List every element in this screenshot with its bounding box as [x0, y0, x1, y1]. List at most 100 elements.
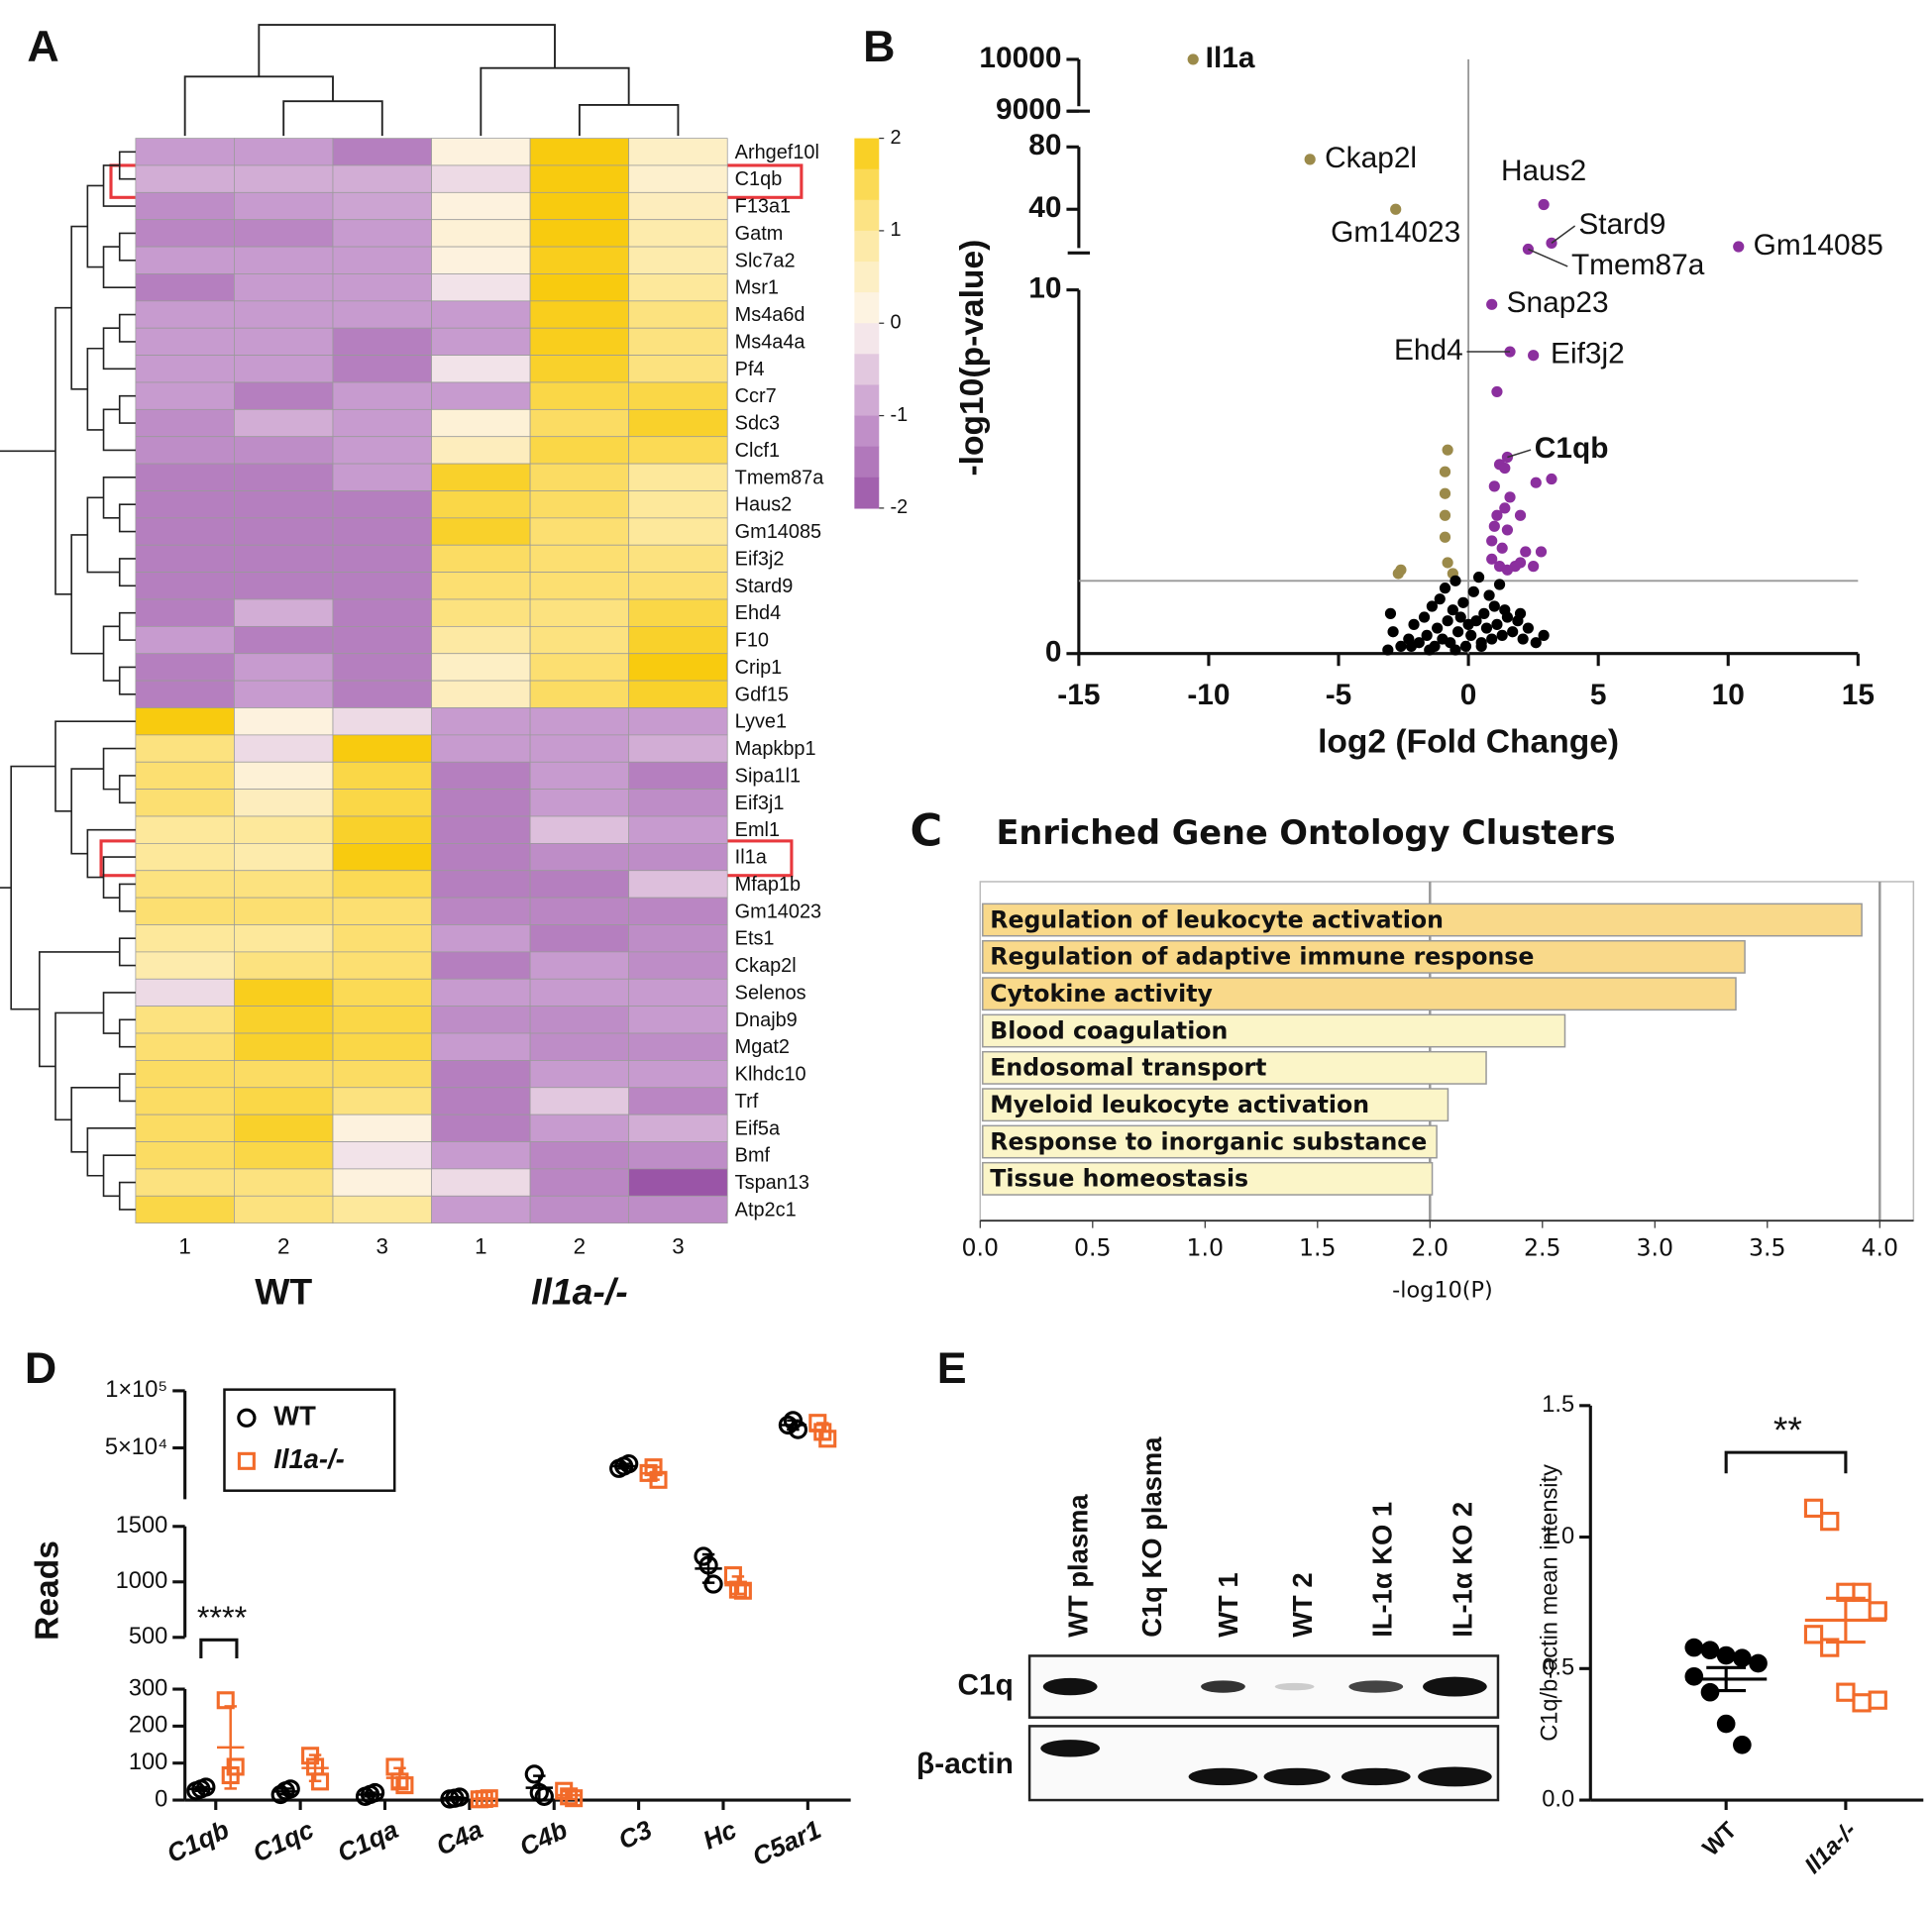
heatmap-cell: [332, 1006, 432, 1034]
point: [1700, 1682, 1720, 1702]
y-tick-label: 40: [1028, 191, 1061, 224]
heatmap-cell: [529, 273, 630, 302]
y-tick-label: 200: [129, 1713, 167, 1739]
row-label: Crip1: [735, 657, 783, 679]
heatmap-cell: [234, 870, 334, 899]
heatmap-cell: [529, 300, 630, 329]
heatmap-cell: [234, 219, 334, 248]
row-label: Dnajb9: [735, 1009, 798, 1031]
heatmap-cell: [628, 300, 728, 329]
point: [1480, 622, 1493, 634]
heatmap-cell: [431, 355, 531, 383]
heatmap-cell: [529, 327, 630, 356]
heatmap-cell: [628, 734, 728, 763]
colorbar-tick-label: -1: [890, 404, 908, 426]
y-tick-label: 1.0: [1542, 1524, 1574, 1549]
point: [1488, 520, 1500, 532]
bar: [982, 939, 1746, 974]
y-axis-label: -log10(p-value): [954, 240, 991, 477]
heatmap-cell: [234, 355, 334, 383]
heatmap-cell: [234, 1195, 334, 1224]
row-label: Pf4: [735, 359, 765, 380]
column-label: 3: [672, 1233, 684, 1258]
point: [1836, 1682, 1856, 1702]
point: [1488, 600, 1500, 612]
heatmap-cell: [628, 355, 728, 383]
heatmap-cell: [431, 1114, 531, 1142]
heatmap-cell: [529, 1060, 630, 1089]
band: [1418, 1766, 1492, 1787]
y-tick-label: 1×10⁵: [105, 1377, 167, 1403]
heatmap-cell: [234, 463, 334, 491]
x-tick-label: 3.0: [1637, 1233, 1674, 1261]
panel-label: E: [937, 1343, 967, 1393]
heatmap-cell: [431, 381, 531, 410]
heatmap-cell: [234, 273, 334, 302]
heatmap-cell: [628, 843, 728, 872]
band: [1341, 1767, 1411, 1786]
heatmap-cell: [234, 191, 334, 221]
x-tick-label: 10: [1712, 679, 1745, 711]
row-label: Ehd4: [735, 602, 782, 624]
heatmap-cell: [135, 355, 235, 383]
heatmap-cell: [332, 680, 432, 708]
colorbar-step: [854, 446, 880, 478]
point: [1454, 611, 1466, 623]
point: [1434, 593, 1446, 605]
heatmap-cell: [628, 1032, 728, 1061]
point-label: Haus2: [1501, 155, 1586, 187]
row-label: Ms4a4a: [735, 331, 806, 353]
row-label: Arhgef10l: [735, 142, 819, 163]
row-label: Bmf: [735, 1145, 771, 1167]
point: [1382, 644, 1394, 656]
point: [1514, 509, 1527, 521]
heatmap-cell: [135, 734, 235, 763]
heatmap-cell: [234, 490, 334, 519]
row-label: Gm14085: [735, 521, 821, 543]
point: [1486, 633, 1498, 645]
heatmap-cell: [431, 598, 531, 627]
heatmap-cell: [234, 1032, 334, 1061]
row-label: Eif3j2: [735, 548, 785, 570]
legend-frame: [223, 1388, 396, 1492]
heatmap-cell: [135, 870, 235, 899]
y-tick-label: 5×10⁴: [105, 1434, 167, 1460]
heatmap-cell: [431, 1032, 531, 1061]
heatmap-cell: [628, 870, 728, 899]
point: [1432, 622, 1444, 634]
bar: [982, 977, 1737, 1011]
point: [1488, 480, 1500, 492]
point: [1749, 1653, 1768, 1673]
lane-label: IL-1α KO 1: [1367, 1502, 1398, 1638]
colorbar-step: [854, 292, 880, 324]
x-tick-label: -10: [1187, 679, 1230, 711]
blot: [1027, 1654, 1500, 1802]
heatmap-cell: [234, 897, 334, 925]
dendrogram: [258, 24, 556, 77]
point: [216, 1691, 235, 1710]
heatmap-cell: [135, 381, 235, 410]
heatmap-cell: [431, 164, 531, 193]
heatmap-cell: [628, 436, 728, 465]
panel-label: A: [27, 22, 58, 71]
heatmap-cell: [135, 463, 235, 491]
heatmap-cell: [332, 327, 432, 356]
heatmap-cell: [135, 327, 235, 356]
colorbar-step: [854, 199, 880, 232]
heatmap-cell: [135, 789, 235, 817]
heatmap-cell: [628, 381, 728, 410]
point: [1496, 629, 1508, 641]
point: [1483, 589, 1495, 601]
heatmap-cell: [234, 761, 334, 790]
heatmap-cell: [332, 1141, 432, 1170]
heatmap-cell: [431, 1141, 531, 1170]
point: [1522, 622, 1534, 634]
point-label: Ehd4: [1394, 334, 1463, 367]
column-label: 2: [574, 1233, 586, 1258]
heatmap-cell: [628, 191, 728, 221]
band: [1042, 1677, 1098, 1696]
heatmap-cell: [135, 1168, 235, 1197]
point: [1514, 557, 1527, 569]
point: [1304, 154, 1316, 165]
group-label: WT: [255, 1271, 312, 1313]
